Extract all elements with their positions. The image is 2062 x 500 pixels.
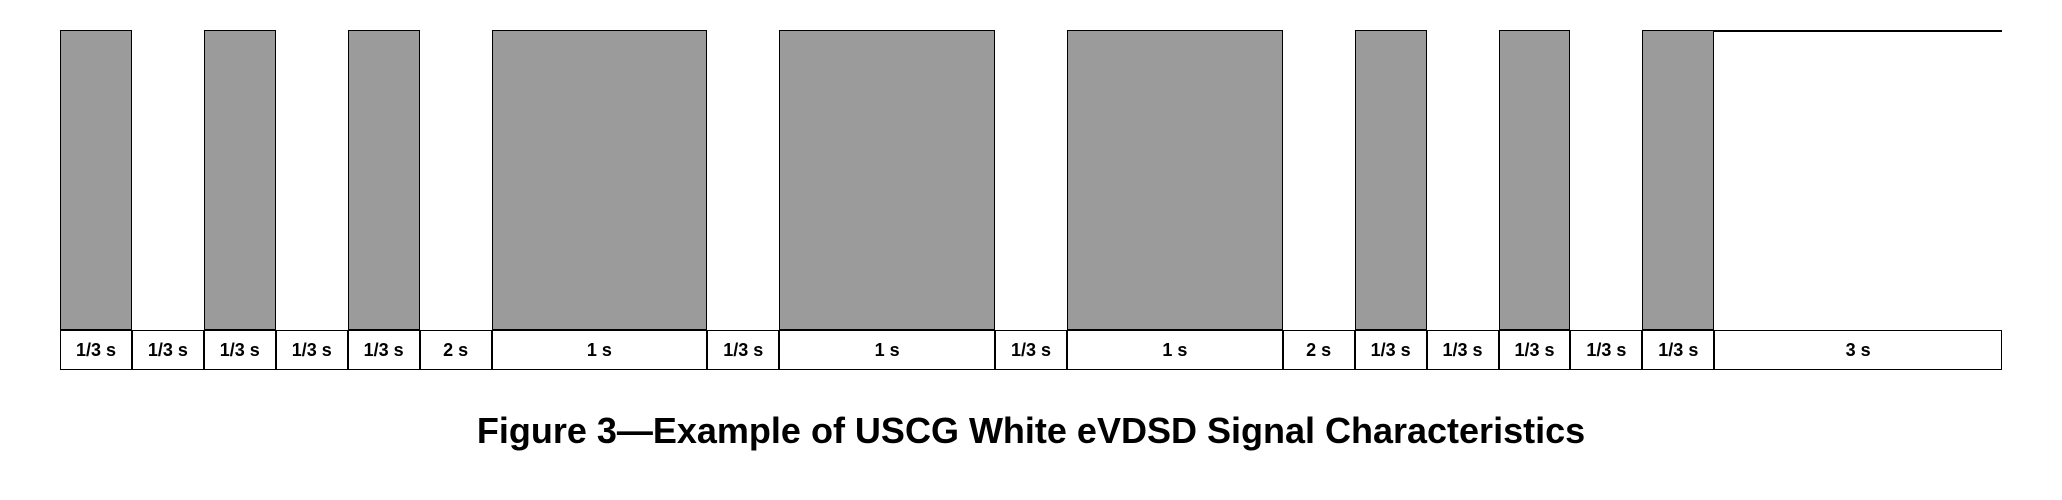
- duration-label: 1/3 s: [204, 330, 276, 370]
- on-pulse: [1642, 30, 1714, 330]
- duration-label: 1/3 s: [1355, 330, 1427, 370]
- pulse-bar: [779, 30, 995, 330]
- pulse-bar: [1642, 30, 1714, 330]
- pulse-bar: [1499, 30, 1571, 330]
- duration-label: 1/3 s: [276, 330, 348, 370]
- timing-chart: 1/3 s1/3 s1/3 s1/3 s1/3 s2 s1 s1/3 s1 s1…: [60, 30, 2002, 370]
- figure-caption: Figure 3—Example of USCG White eVDSD Sig…: [0, 410, 2062, 452]
- on-pulse: [1067, 30, 1283, 330]
- duration-label: 1 s: [492, 330, 708, 370]
- pulse-bar: [1355, 30, 1427, 330]
- on-pulse: [60, 30, 132, 330]
- on-pulse: [1355, 30, 1427, 330]
- duration-label: 1 s: [1067, 330, 1283, 370]
- duration-label: 2 s: [420, 330, 492, 370]
- duration-label: 1/3 s: [1499, 330, 1571, 370]
- duration-label: 1/3 s: [1570, 330, 1642, 370]
- duration-label: 1/3 s: [707, 330, 779, 370]
- pulse-bar: [348, 30, 420, 330]
- label-row: 1/3 s1/3 s1/3 s1/3 s1/3 s2 s1 s1/3 s1 s1…: [60, 330, 2002, 370]
- on-pulse: [204, 30, 276, 330]
- duration-label: 1/3 s: [132, 330, 204, 370]
- duration-label: 2 s: [1283, 330, 1355, 370]
- duration-label: 1/3 s: [60, 330, 132, 370]
- duration-label: 3 s: [1714, 330, 2002, 370]
- pulse-bar: [204, 30, 276, 330]
- trailing-line: [1714, 30, 2002, 32]
- pulse-bar: [492, 30, 708, 330]
- pulse-bar: [1067, 30, 1283, 330]
- on-pulse: [1499, 30, 1571, 330]
- pulse-bar: [60, 30, 132, 330]
- duration-label: 1/3 s: [1427, 330, 1499, 370]
- duration-label: 1/3 s: [348, 330, 420, 370]
- duration-label: 1/3 s: [1642, 330, 1714, 370]
- duration-label: 1 s: [779, 330, 995, 370]
- figure-container: 1/3 s1/3 s1/3 s1/3 s1/3 s2 s1 s1/3 s1 s1…: [0, 0, 2062, 500]
- on-pulse: [779, 30, 995, 330]
- duration-label: 1/3 s: [995, 330, 1067, 370]
- on-pulse: [348, 30, 420, 330]
- on-pulse: [492, 30, 708, 330]
